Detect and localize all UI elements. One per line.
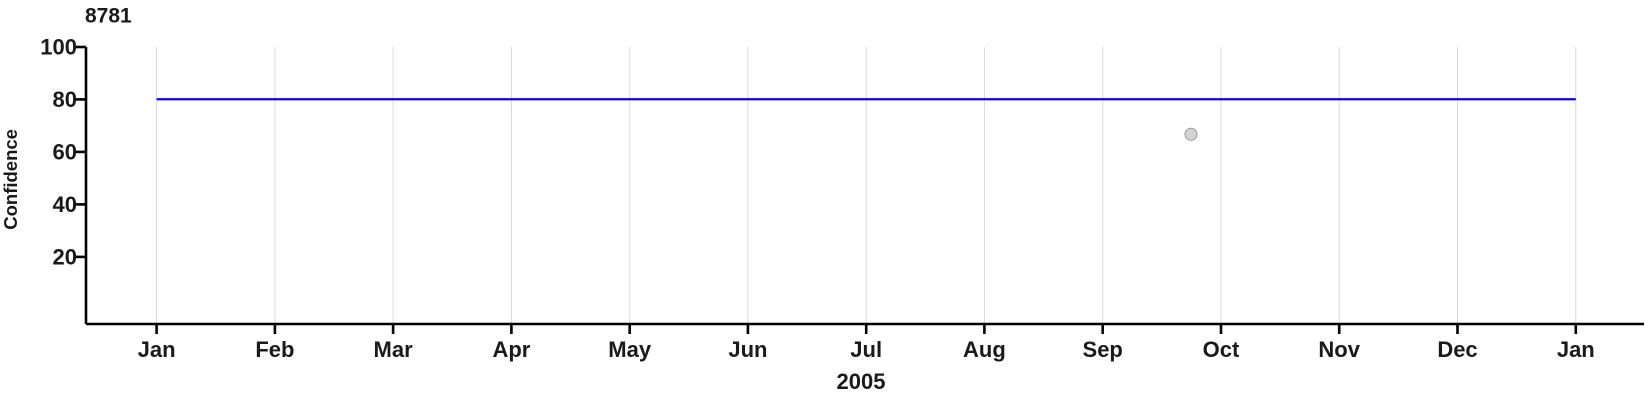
svg-text:2005: 2005 bbox=[837, 369, 886, 394]
svg-text:Dec: Dec bbox=[1437, 337, 1477, 362]
svg-text:Nov: Nov bbox=[1318, 337, 1360, 362]
svg-text:Oct: Oct bbox=[1203, 337, 1240, 362]
svg-text:8781: 8781 bbox=[85, 5, 132, 28]
svg-text:Feb: Feb bbox=[255, 337, 294, 362]
svg-text:Apr: Apr bbox=[492, 337, 530, 362]
svg-text:Jan: Jan bbox=[1557, 337, 1595, 362]
svg-text:Jun: Jun bbox=[728, 337, 767, 362]
svg-text:May: May bbox=[608, 337, 652, 362]
svg-text:100: 100 bbox=[40, 35, 77, 60]
svg-text:Mar: Mar bbox=[374, 337, 414, 362]
svg-text:Jan: Jan bbox=[138, 337, 176, 362]
svg-text:80: 80 bbox=[53, 87, 77, 112]
svg-text:40: 40 bbox=[53, 192, 77, 217]
svg-text:20: 20 bbox=[53, 244, 77, 269]
svg-text:Sep: Sep bbox=[1083, 337, 1123, 362]
svg-text:Confidence: Confidence bbox=[0, 129, 21, 230]
svg-text:60: 60 bbox=[53, 139, 77, 164]
svg-text:Aug: Aug bbox=[963, 337, 1006, 362]
svg-text:Jul: Jul bbox=[850, 337, 882, 362]
